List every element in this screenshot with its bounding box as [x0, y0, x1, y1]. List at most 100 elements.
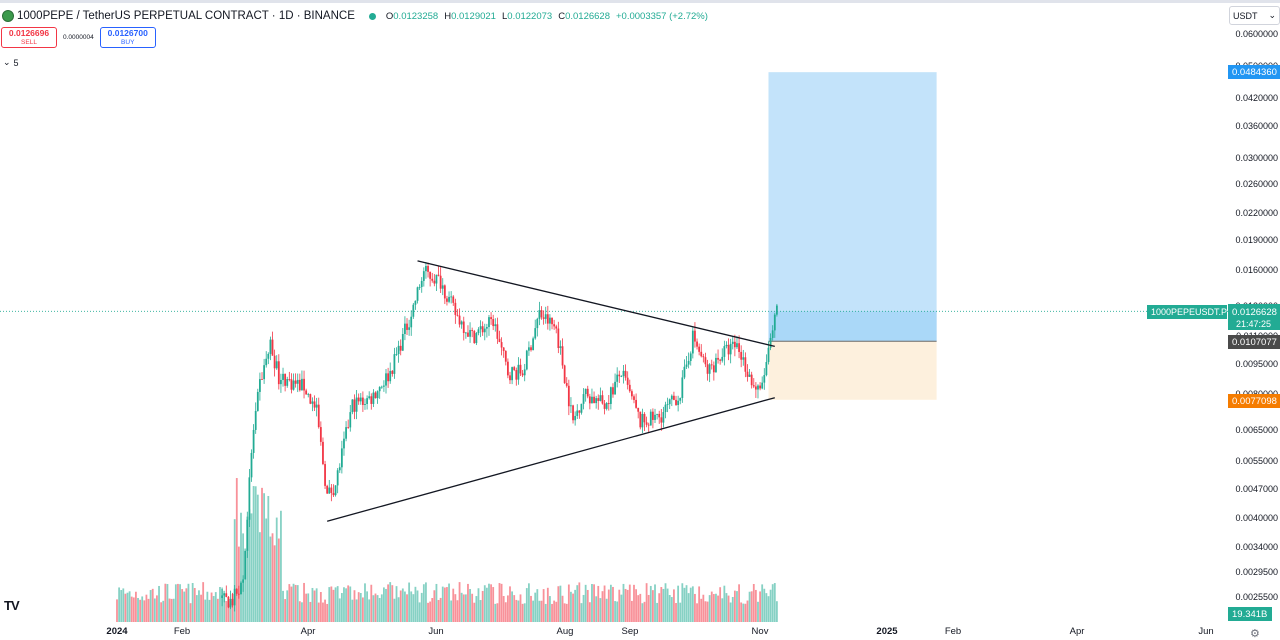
candle-body — [614, 381, 616, 395]
price-tick-label: 0.0034000 — [1235, 542, 1278, 552]
candle-body — [479, 326, 482, 330]
tradingview-logo-icon[interactable]: TV — [4, 598, 20, 613]
candle-body — [744, 357, 747, 372]
volume-bar — [761, 584, 764, 622]
candle-body — [675, 399, 677, 406]
volume-bar — [294, 584, 297, 622]
candle-body — [223, 593, 226, 596]
volume-bar — [204, 599, 207, 622]
volume-bar — [574, 589, 577, 622]
candle-body — [681, 377, 684, 398]
price-tick-label: 0.0040000 — [1235, 513, 1278, 523]
volume-bar — [128, 591, 131, 622]
volume-bar — [450, 600, 453, 622]
candle-body — [595, 398, 598, 404]
volume-bar — [334, 587, 337, 622]
volume-bar — [551, 603, 553, 622]
candle-body — [286, 379, 289, 386]
target-price-label: 0.0484360 — [1232, 67, 1277, 78]
candle-body — [719, 359, 722, 361]
time-axis-label: Jun — [1198, 626, 1214, 637]
chevron-down-icon: ⌄ — [3, 57, 11, 67]
candle-body — [742, 357, 745, 360]
volume-bar — [330, 586, 333, 622]
candle-body — [368, 396, 371, 399]
volume-bar — [256, 494, 259, 622]
volume-bar — [544, 603, 547, 622]
candle-body — [370, 396, 373, 404]
candle-body — [383, 385, 385, 387]
candle-body — [311, 401, 314, 404]
price-tick-label: 0.0095000 — [1235, 359, 1278, 369]
volume-bar — [622, 583, 625, 622]
volume-bar — [559, 585, 562, 622]
candle-body — [406, 323, 408, 330]
volume-bar — [422, 584, 425, 622]
volume-bar — [668, 595, 671, 622]
candle-body — [733, 341, 736, 348]
candle-body — [462, 321, 465, 334]
chevron-down-icon: ⌄ — [1268, 10, 1276, 20]
candle-body — [395, 354, 398, 355]
candle-body — [652, 411, 654, 420]
low-value: 0.0122073 — [507, 10, 553, 22]
sell-button[interactable]: 0.0126696 SELL — [1, 27, 57, 48]
volume-bar — [225, 601, 228, 622]
volume-bar — [576, 585, 579, 622]
candle-body — [450, 296, 453, 298]
high-label: H — [444, 10, 452, 22]
volume-bar — [370, 584, 373, 622]
volume-bar — [490, 584, 492, 622]
volume-bar — [771, 584, 774, 622]
volume-bar — [372, 595, 375, 622]
buy-button[interactable]: 0.0126700 BUY — [99, 27, 156, 48]
volume-bar — [156, 595, 158, 622]
volume-bar — [395, 586, 398, 622]
candle-body — [252, 429, 255, 453]
candle-body — [752, 385, 755, 387]
volume-bar — [193, 587, 196, 622]
volume-bar — [488, 583, 490, 622]
candle-body — [254, 410, 257, 430]
volume-bar — [273, 545, 276, 622]
candle-body — [769, 337, 772, 348]
last-price-tag-bg — [1228, 304, 1280, 330]
target-zone — [768, 72, 937, 342]
volume-bar — [168, 598, 171, 622]
candle-body — [763, 375, 766, 383]
volume-bar — [219, 586, 221, 622]
volume-bar — [649, 585, 652, 622]
volume-bar — [481, 590, 484, 622]
volume-bar — [286, 590, 289, 622]
last-price-label: 0.0126628 — [1232, 307, 1277, 318]
candle-body — [725, 344, 728, 347]
volume-bar — [498, 583, 501, 622]
candle-body — [420, 280, 423, 288]
volume-bar — [729, 602, 732, 622]
price-tick-label: 0.0065000 — [1235, 425, 1278, 435]
candle-body — [425, 266, 427, 272]
volume-bar — [754, 589, 757, 622]
volume-bar — [471, 593, 474, 622]
volume-value-label-bg — [1228, 607, 1272, 621]
volume-bar — [658, 593, 661, 622]
price-tick-label: 0.0360000 — [1235, 121, 1278, 131]
volume-bar — [420, 592, 423, 622]
candle-body — [393, 354, 396, 374]
indicators-collapse-button[interactable]: ⌄ 5 — [3, 56, 23, 69]
volume-bar — [338, 598, 341, 622]
candle-body — [225, 593, 228, 597]
candle-body — [265, 358, 268, 366]
volume-bar — [149, 590, 152, 622]
gear-icon[interactable]: ⚙ — [1250, 628, 1260, 640]
symbol-title[interactable]: 1000PEPE / TetherUS PERPETUAL CONTRACT ·… — [17, 10, 355, 22]
currency-selector[interactable]: USDT ⌄ — [1229, 6, 1280, 25]
candle-body — [309, 394, 312, 404]
volume-bar — [639, 593, 642, 622]
volume-bar — [254, 486, 257, 622]
volume-bar — [664, 583, 667, 622]
candle-body — [303, 378, 305, 391]
candle-body — [656, 413, 659, 415]
candle-body — [273, 355, 276, 369]
